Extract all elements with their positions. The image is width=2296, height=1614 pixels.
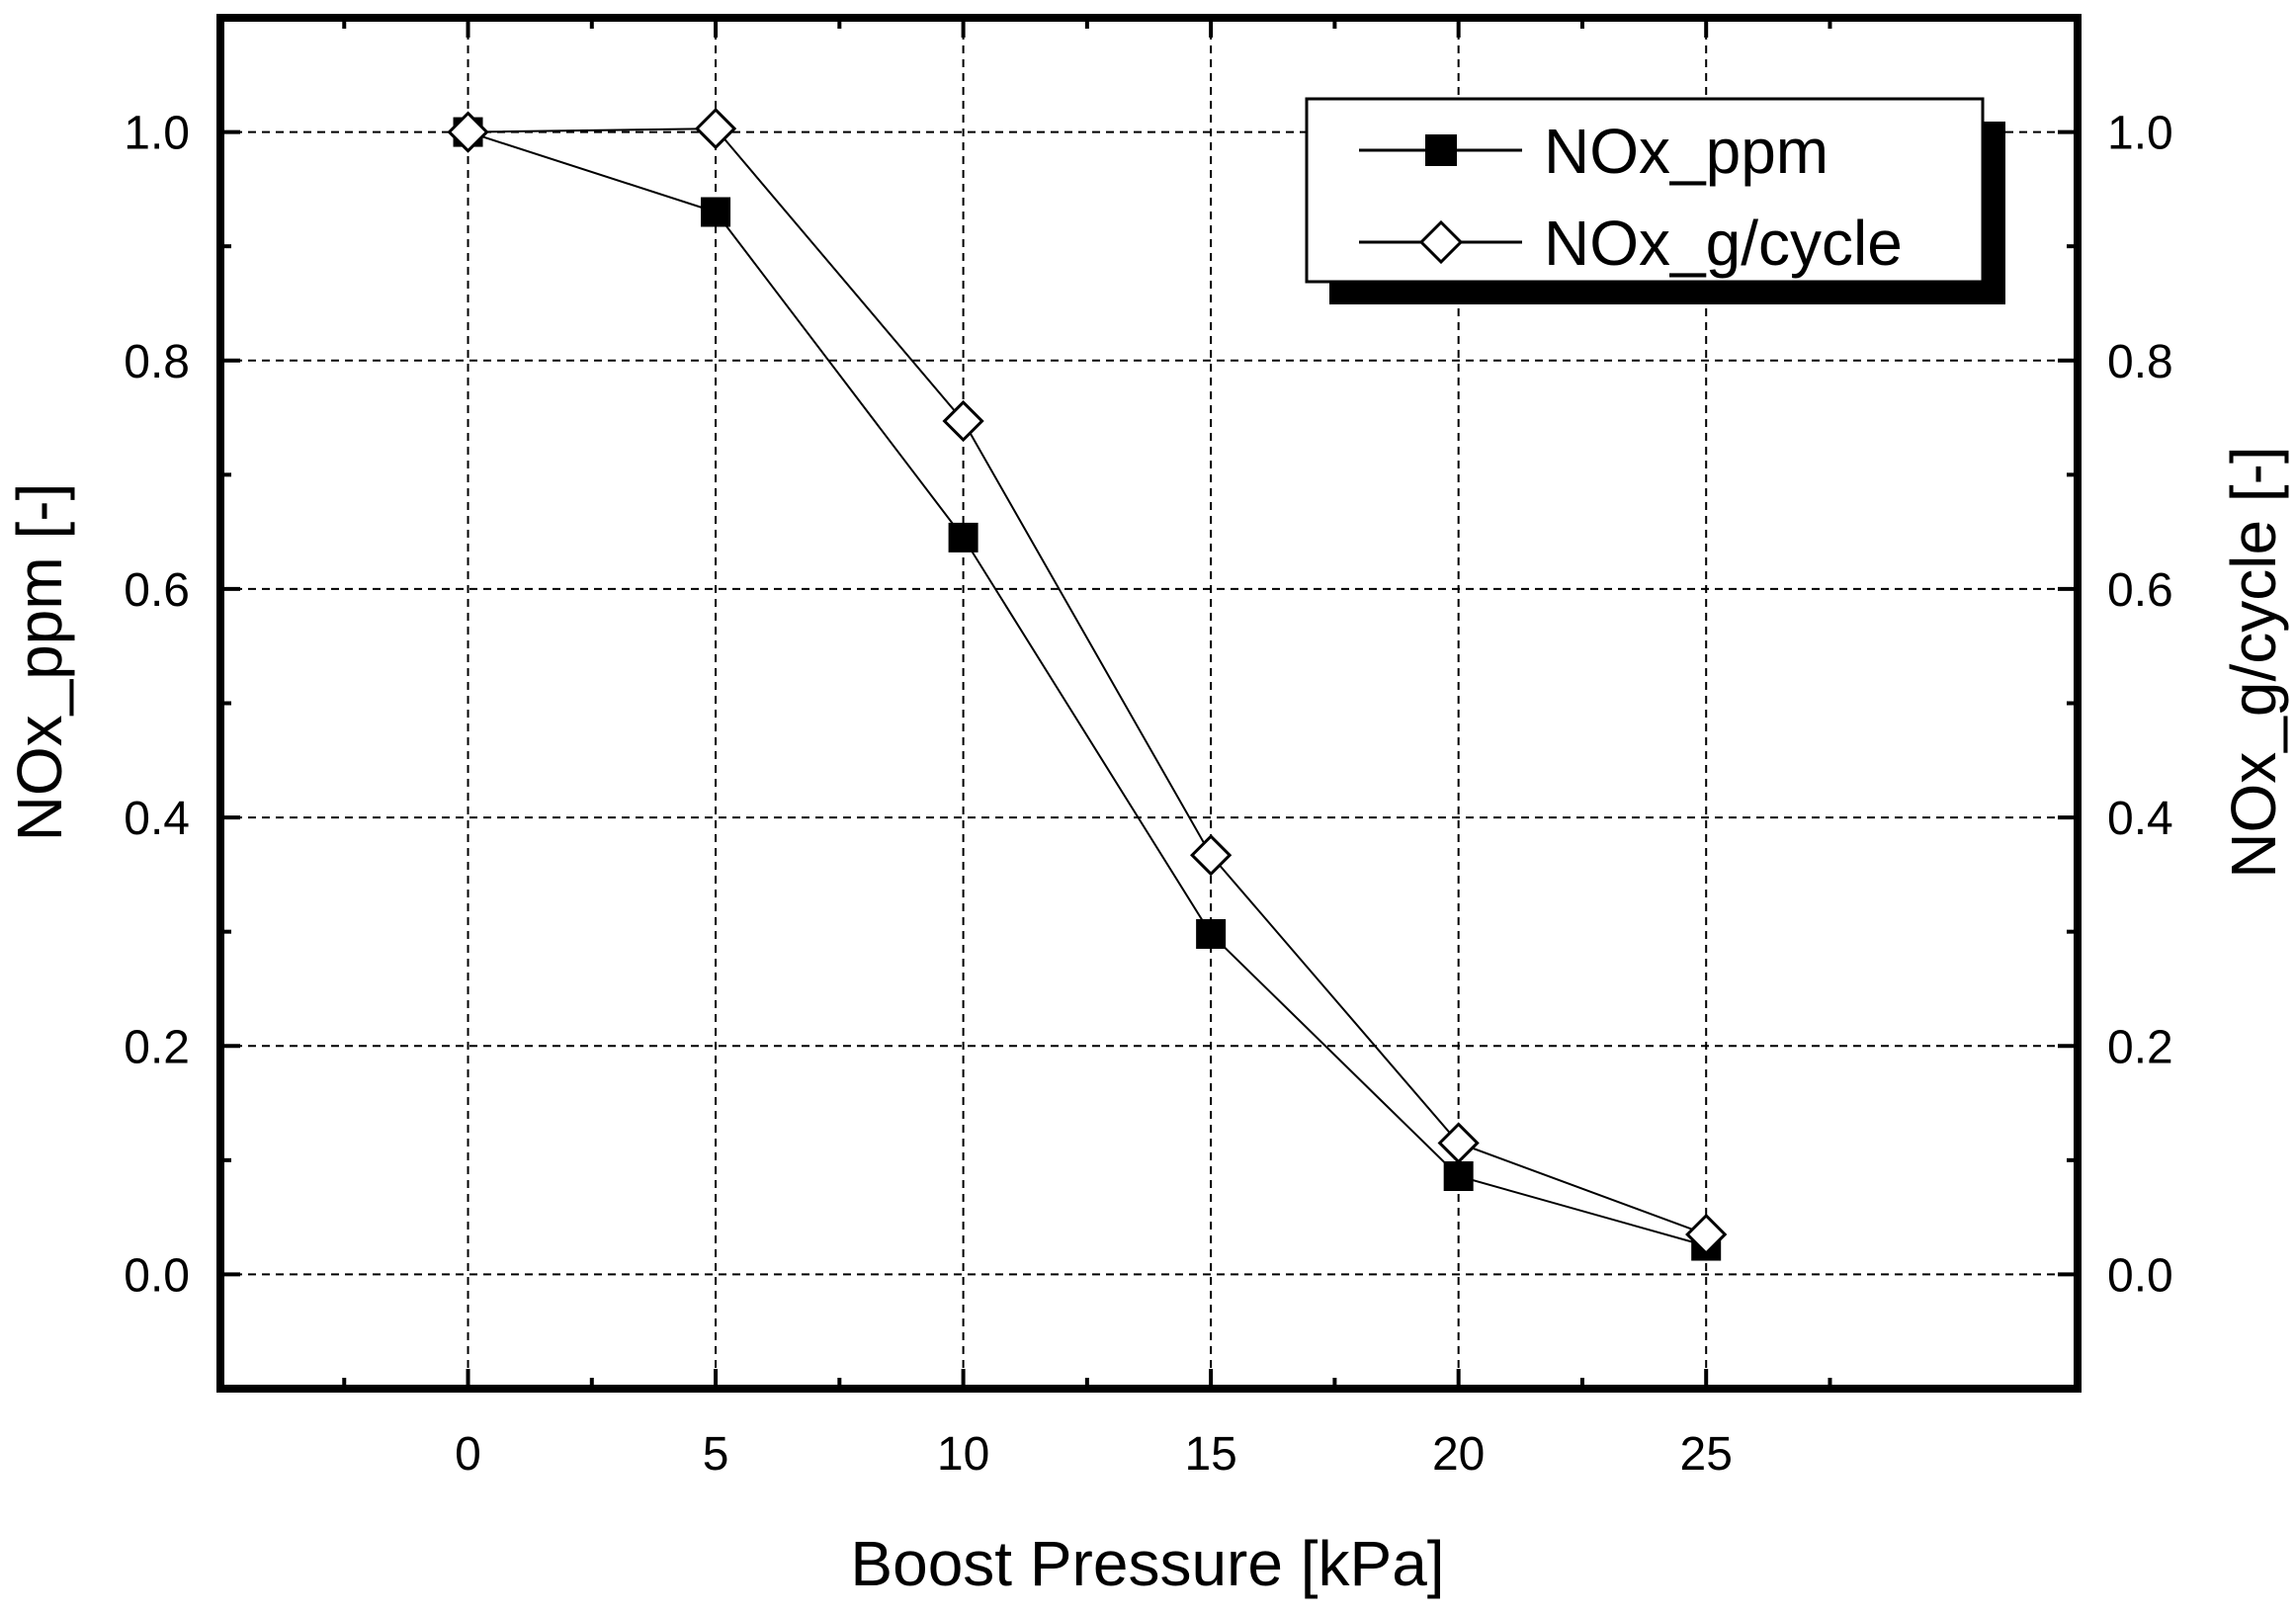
y-tick-label-right: 0.6: [2107, 564, 2173, 617]
data-point-gcycle: [1685, 1213, 1728, 1256]
y-tick-label-right: 0.8: [2107, 336, 2173, 388]
x-tick-label: 5: [703, 1428, 729, 1481]
legend-marker-ppm: [1425, 134, 1457, 166]
legend-marker-gcycle: [1418, 219, 1464, 265]
y-tick-label-left: 0.4: [124, 793, 190, 845]
y-axis-title-left: NOx_ppm [-]: [4, 483, 75, 842]
x-axis-title: Boost Pressure [kPa]: [850, 1528, 1444, 1599]
series-lines: [468, 127, 1707, 1247]
series-line-0: [468, 130, 1707, 1247]
legend-box: [1305, 97, 1985, 284]
data-point-ppm: [701, 197, 731, 227]
y-tick-label-left: 0.6: [124, 564, 190, 617]
plot-frame: [216, 14, 2082, 1393]
x-tick-label: 25: [1680, 1428, 1733, 1481]
y-tick-label-left: 1.0: [124, 108, 190, 160]
legend-label-ppm: NOx_ppm: [1544, 116, 1828, 187]
y-tick-label-left: 0.2: [124, 1021, 190, 1073]
y-tick-label-left: 0.0: [124, 1249, 190, 1302]
y-tick-label-right: 0.4: [2107, 793, 2173, 845]
y-tick-label-left: 0.8: [124, 336, 190, 388]
series-line-1: [468, 127, 1707, 1235]
legend-label-gcycle: NOx_g/cycle: [1544, 208, 1903, 279]
y-tick-label-right: 0.2: [2107, 1021, 2173, 1073]
x-tick-label: 15: [1184, 1428, 1236, 1481]
data-point-ppm: [1443, 1161, 1474, 1192]
tick-labels: 0 5 10 15 20 25 0.0 0.0 0.2 0.2 0.4 0.4 0.6 0.6 0.8 0.8…: [124, 108, 2172, 1481]
y-axis-title-right: NOx_g/cycle [-]: [2218, 446, 2289, 878]
series-markers: [447, 107, 1728, 1261]
data-point-gcycle: [1190, 834, 1233, 877]
legend: NOx_ppm NOx_g/cycle: [1305, 97, 2005, 304]
y-tick-label-right: 0.0: [2107, 1249, 2173, 1302]
data-point-gcycle: [942, 399, 984, 443]
data-point-gcycle: [1437, 1122, 1480, 1164]
data-point-ppm: [948, 522, 978, 552]
y-tick-label-right: 1.0: [2107, 108, 2173, 160]
x-tick-label: 10: [937, 1428, 989, 1481]
data-point-gcycle: [447, 111, 489, 153]
x-tick-label: 0: [455, 1428, 481, 1481]
data-point-gcycle: [694, 107, 737, 150]
data-point-ppm: [1196, 918, 1227, 949]
x-tick-label: 20: [1432, 1428, 1485, 1481]
